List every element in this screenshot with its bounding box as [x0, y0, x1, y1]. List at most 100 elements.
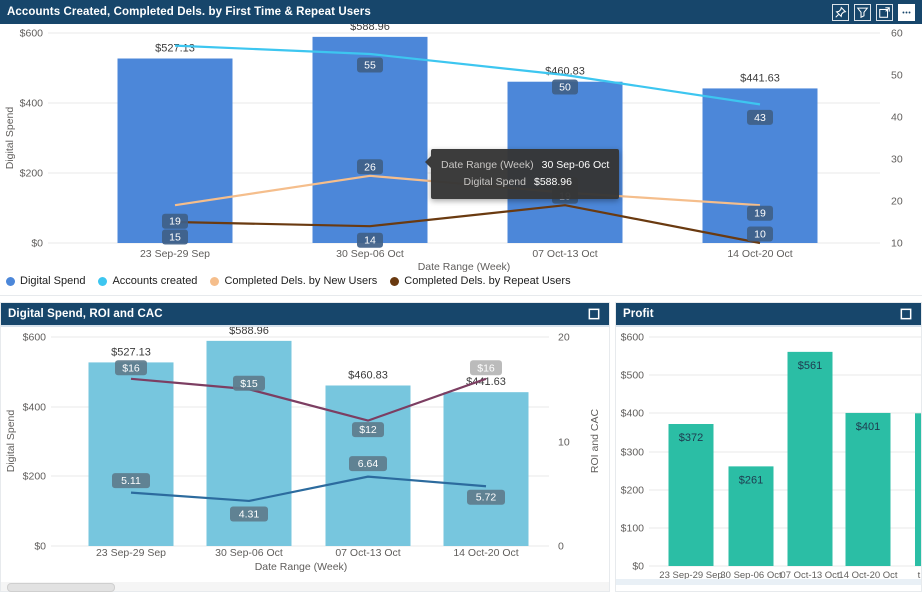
bar-value-label: $401	[856, 421, 880, 433]
panel-title: Digital Spend, ROI and CAC	[8, 308, 163, 320]
legend-item[interactable]: Completed Dels. by Repeat Users	[390, 275, 571, 287]
y-axis-title: Digital Spend	[4, 107, 16, 170]
line-completed-dels-by-repeat-users[interactable]	[174, 204, 761, 245]
bar-value-label: $261	[739, 474, 763, 486]
panel-header: Digital Spend, ROI and CAC	[1, 303, 609, 327]
y-axis-tick: $600	[20, 28, 44, 40]
x-axis-title: Date Range (Week)	[255, 561, 348, 573]
panel-title: Accounts Created, Completed Dels. by Fir…	[7, 6, 371, 18]
x-axis-tick: 30 Sep-06 Oct	[336, 248, 404, 260]
data-label: 26	[364, 161, 376, 173]
bar-digital-spend[interactable]	[117, 58, 233, 243]
more-options-icon[interactable]	[898, 3, 915, 21]
tooltip-label: Digital Spend	[463, 176, 526, 188]
bar-partial[interactable]	[915, 413, 921, 566]
x-axis-tick: 30 Sep-06 Oct	[720, 570, 782, 581]
data-label-chip	[552, 79, 578, 95]
data-label-chip	[467, 489, 505, 505]
y2-axis-tick: 10	[558, 437, 570, 449]
focus-mode-icon[interactable]	[586, 306, 602, 322]
legend-marker	[210, 276, 220, 286]
data-label-chip	[115, 360, 147, 376]
filter-icon[interactable]	[854, 3, 871, 21]
x-axis-tick: 30 Sep-06 Oct	[215, 547, 283, 559]
y2-axis-tick: 20	[558, 332, 570, 344]
x-axis-title: Date Range (Week)	[418, 261, 511, 273]
x-axis-tick: 23 Sep-29 Sep	[659, 570, 722, 581]
tooltip-arrow	[425, 156, 431, 168]
x-axis-tick: 14 Oct-20 Oct	[453, 547, 518, 559]
y-axis-tick: $0	[31, 238, 43, 250]
line-cac[interactable]	[130, 475, 487, 503]
horizontal-scrollbar[interactable]	[616, 579, 921, 585]
data-label: 5.11	[121, 475, 141, 487]
data-label-chip	[352, 422, 384, 438]
line-roi[interactable]	[130, 377, 487, 422]
tooltip-row: Digital Spend $588.96	[441, 174, 609, 191]
y2-axis-tick: 60	[891, 28, 903, 40]
y-axis-tick: $200	[23, 471, 47, 483]
data-label-chip	[747, 226, 773, 242]
data-label: $12	[359, 424, 377, 436]
data-label-chip	[357, 232, 383, 248]
line-accounts-created[interactable]	[174, 44, 761, 106]
x-axis-tick: 07 Oct-13 Oct	[335, 547, 400, 559]
bar-value-label: $588.96	[350, 24, 390, 33]
data-label-chip	[747, 205, 773, 221]
bar-value-label: $561	[798, 360, 822, 372]
tooltip-value: $588.96	[534, 176, 572, 188]
x-axis-tick: 14 Oct-20 Oct	[838, 570, 897, 581]
data-label-chip	[357, 57, 383, 73]
chart-spend-roi-cac: $600 $400 $200 $0 20 10 0 $527.13 $588.96 $460.83…	[5, 327, 601, 573]
pin-icon[interactable]	[832, 3, 849, 21]
y2-axis-tick: 20	[891, 196, 903, 208]
data-label-chip	[112, 473, 150, 489]
data-label: 5.72	[476, 492, 497, 504]
y-axis-tick: $300	[621, 447, 645, 459]
bar-profit[interactable]	[787, 351, 833, 566]
chart-accounts-created: $600 $400 $200 $0 60 50 40 30 20 10 $527.13 $588.96…	[4, 24, 903, 273]
tooltip-row: Date Range (Week) 30 Sep-06 Oct	[441, 157, 609, 174]
y-axis-tick: $0	[34, 541, 46, 553]
legend-item[interactable]: Digital Spend	[6, 275, 85, 287]
bar-profit[interactable]	[668, 424, 714, 566]
bar-digital-spend[interactable]	[443, 392, 529, 546]
scrollbar-thumb[interactable]	[7, 583, 115, 592]
bar-digital-spend[interactable]	[88, 362, 174, 546]
y-axis-title: Digital Spend	[5, 410, 17, 473]
panel-spend-roi-cac: Digital Spend, ROI and CAC $600 $400 $200 $…	[0, 302, 610, 592]
legend-item[interactable]: Completed Dels. by New Users	[210, 275, 377, 287]
x-axis-tick: 23 Sep-29 Sep	[96, 547, 166, 559]
y2-axis-tick: 0	[558, 541, 564, 553]
bar-profit[interactable]	[728, 466, 774, 566]
y-axis-tick: $400	[20, 98, 44, 110]
horizontal-scrollbar[interactable]	[1, 582, 609, 592]
x-axis-tick: 07 Oct-13 Oct	[532, 248, 597, 260]
data-label: $16	[122, 362, 140, 374]
bar-value-label: $460.83	[348, 369, 388, 381]
visual-header-toolbar	[832, 3, 915, 21]
y2-axis-tick: 40	[891, 112, 903, 124]
y2-axis-tick: 30	[891, 154, 903, 166]
panel-header: Accounts Created, Completed Dels. by Fir…	[0, 0, 922, 24]
legend-item[interactable]: Accounts created	[98, 275, 197, 287]
y-axis-tick: $100	[621, 523, 645, 535]
data-label-chip	[230, 506, 268, 522]
focus-mode-icon[interactable]	[898, 306, 914, 322]
bar-profit[interactable]	[845, 412, 891, 566]
data-label: 4.31	[239, 508, 260, 520]
bar-value-label: $441.63	[466, 376, 506, 388]
tooltip-label: Date Range (Week)	[441, 159, 534, 171]
popout-icon[interactable]	[876, 3, 893, 21]
visual-header-toolbar	[898, 306, 914, 322]
data-label-chip	[357, 159, 383, 175]
y-axis-tick: $600	[23, 332, 47, 344]
data-label-chip	[233, 375, 265, 391]
legend-marker	[390, 276, 400, 286]
data-label: 19	[754, 208, 766, 220]
panel-profit: Profit $600 $500 $400 $300 $200 $100 $0 $372 $26…	[615, 302, 922, 592]
y-axis-tick: $400	[621, 408, 645, 420]
bar-value-label: $527.13	[155, 43, 195, 55]
x-axis-tick: 07 Oct-13 Oct	[780, 570, 839, 581]
